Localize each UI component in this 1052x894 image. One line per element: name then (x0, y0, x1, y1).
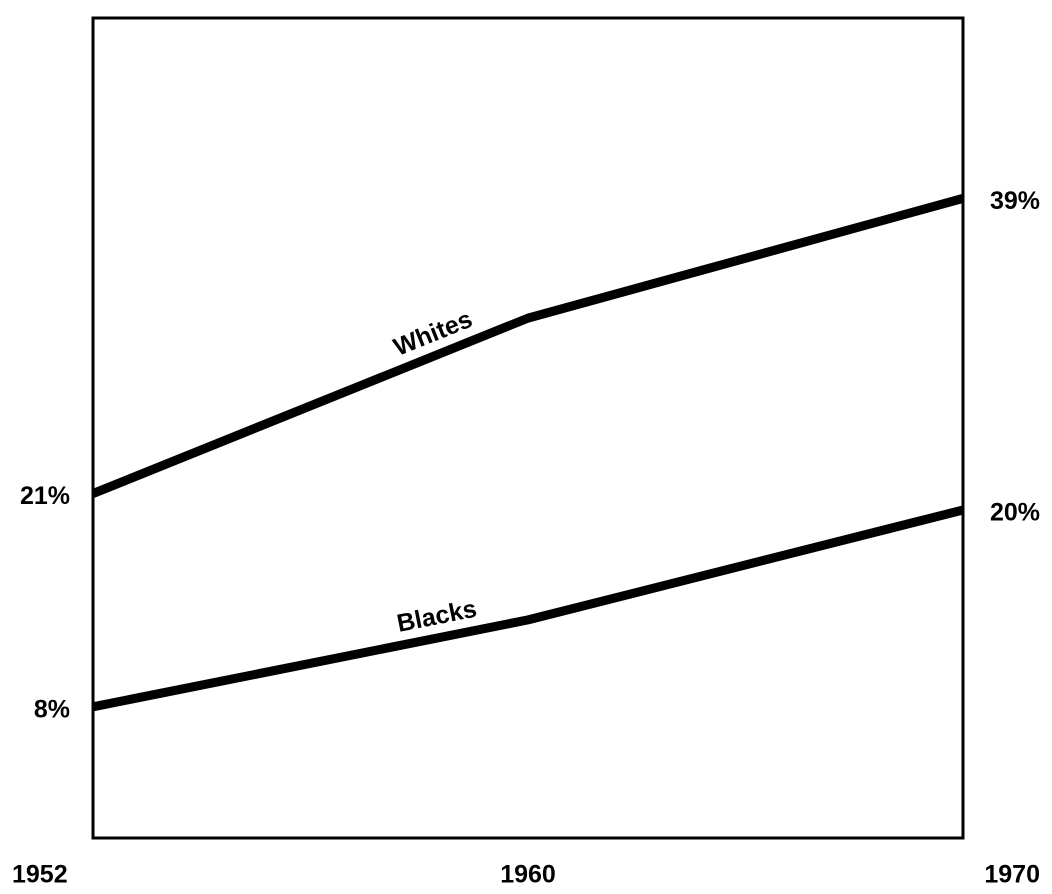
x-tick-label: 1952 (12, 861, 68, 889)
series-line (91, 194, 965, 498)
value-label: 8% (34, 695, 70, 723)
x-tick-label: 1960 (500, 861, 556, 889)
x-tick-label: 1970 (984, 861, 1040, 889)
plot-frame (91, 16, 965, 840)
value-label: 20% (990, 499, 1040, 527)
value-label: 39% (990, 187, 1040, 215)
series-line (92, 505, 965, 712)
value-label: 21% (20, 482, 70, 510)
